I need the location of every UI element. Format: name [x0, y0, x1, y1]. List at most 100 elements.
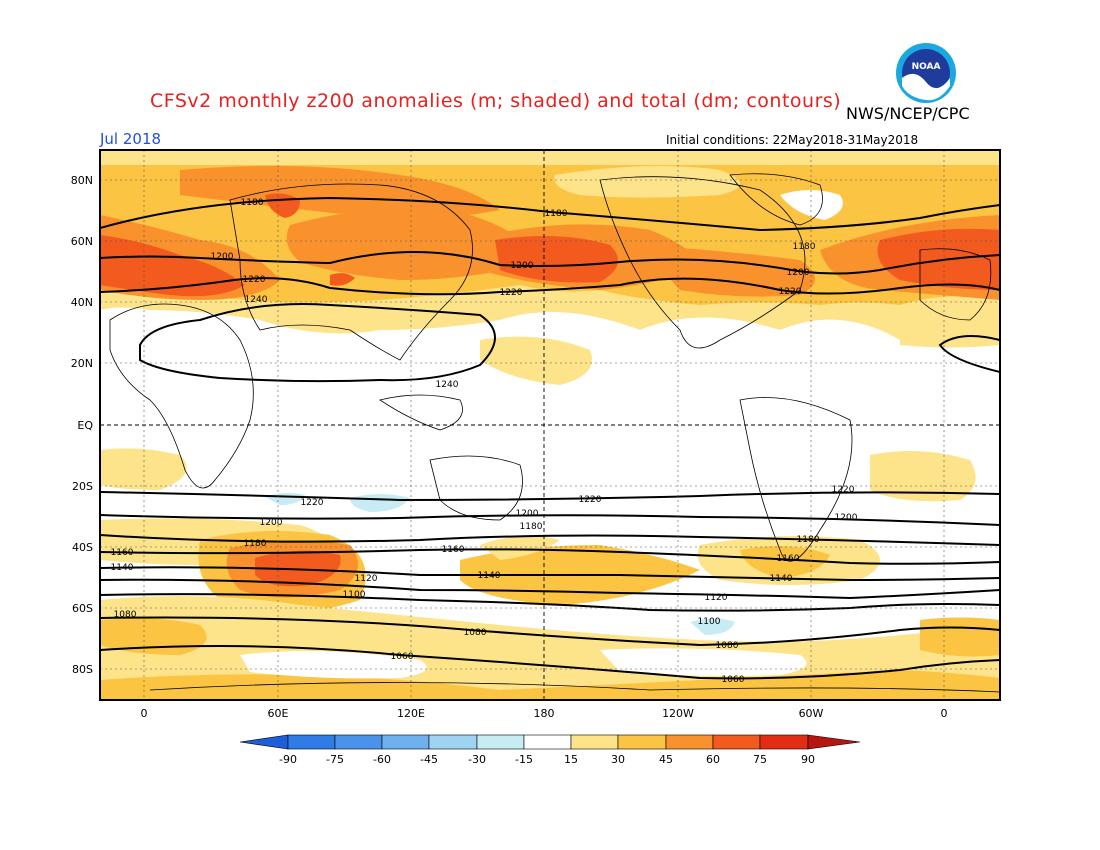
lon-label-0w: 0	[141, 707, 148, 720]
colorbar-label: 30	[611, 753, 625, 766]
colorbar	[239, 734, 861, 750]
colorbar-label: -30	[468, 753, 486, 766]
contour-label: 1200	[260, 518, 283, 528]
colorbar-label: 90	[801, 753, 815, 766]
contour-1120-south	[100, 578, 1000, 600]
initial-conditions: Initial conditions: 22May2018-31May2018	[666, 133, 919, 147]
colorbar-bin	[665, 734, 714, 750]
contour-label: 1120	[705, 593, 728, 603]
contour-1160-south	[100, 548, 1000, 565]
colorbar-bin	[523, 734, 572, 750]
contour-label: 1200	[516, 509, 539, 519]
colorbar-label: 45	[659, 753, 673, 766]
contour-label: 1200	[211, 252, 234, 262]
colorbar-low-arrow	[239, 734, 289, 750]
contour-label: 1220	[243, 275, 266, 285]
colorbar-bin	[617, 734, 667, 750]
contour-label-layer: 1180 1180 1180 1200 1200 1200 1220 1220 …	[111, 198, 858, 685]
contour-1140-south	[100, 566, 1000, 582]
colorbar-label: -45	[420, 753, 438, 766]
colorbar-bin	[428, 734, 478, 750]
contour-1180-south	[100, 534, 1000, 546]
colorbar-bin	[381, 734, 430, 750]
contour-label: 1180	[793, 242, 816, 252]
coastlines	[109, 173, 1000, 693]
contour-label: 1160	[111, 548, 134, 558]
chart-title: CFSv2 monthly z200 anomalies (m; shaded)…	[150, 90, 842, 112]
contour-1220-north	[100, 277, 1000, 296]
contour-label: 1060	[722, 675, 745, 685]
contour-1200-south	[100, 514, 1000, 526]
contour-label: 1200	[511, 261, 534, 271]
lon-axis: 0 60E 120E 180 120W 60W 0	[141, 707, 948, 720]
contour-label: 1140	[770, 574, 793, 584]
contour-1240-east	[938, 335, 1000, 373]
colorbar-label: -60	[373, 753, 391, 766]
lon-label-120e: 120E	[397, 707, 425, 720]
colorbar-label: 60	[706, 753, 720, 766]
lat-label-60n: 60N	[71, 235, 93, 248]
lat-axis: 80N 60N 40N 20N EQ 20S 40S 60S 80S	[71, 174, 94, 676]
contour-1180-north	[100, 196, 1000, 232]
lat-label-eq: EQ	[77, 419, 93, 432]
lat-label-80s: 80S	[72, 663, 93, 676]
contour-label: 1100	[698, 617, 721, 627]
contour-1100-south	[100, 593, 1000, 612]
contour-label: 1160	[442, 545, 465, 555]
contour-label: 1100	[343, 590, 366, 600]
lat-label-20n: 20N	[71, 357, 93, 370]
lon-label-0e: 0	[941, 707, 948, 720]
equator-dateline	[100, 150, 1000, 700]
lon-label-60e: 60E	[268, 707, 289, 720]
colorbar-bin	[712, 734, 761, 750]
contour-label: 1180	[797, 535, 820, 545]
contour-label: 1220	[779, 287, 802, 297]
contour-1240-north	[139, 303, 496, 383]
contour-label: 1220	[832, 485, 855, 495]
lon-label-180: 180	[534, 707, 555, 720]
lat-label-80n: 80N	[71, 174, 93, 187]
lon-label-60w: 60W	[799, 707, 824, 720]
contour-label: 1240	[436, 380, 459, 390]
contour-label: 1180	[545, 209, 568, 219]
contour-1200-north	[100, 251, 1000, 275]
colorbar-bin	[759, 734, 809, 750]
colorbar-bin	[570, 734, 619, 750]
colorbar-bin	[476, 734, 525, 750]
map-frame	[99, 149, 1001, 701]
contour-label: 1140	[478, 571, 501, 581]
contour-label: 1080	[114, 610, 137, 620]
contour-label: 1180	[244, 539, 267, 549]
noaa-logo: NOAA	[896, 43, 956, 103]
contour-label: 1120	[355, 574, 378, 584]
colorbar-label: 75	[753, 753, 767, 766]
colorbar-label: -90	[279, 753, 297, 766]
height-contours	[100, 196, 1000, 680]
contour-label: 1220	[301, 498, 324, 508]
colorbar-label: 15	[564, 753, 578, 766]
contour-label: 1080	[716, 641, 739, 651]
lon-label-120w: 120W	[662, 707, 694, 720]
colorbar-high-arrow	[807, 734, 861, 750]
contour-label: 1080	[464, 628, 487, 638]
contour-1080-south	[100, 616, 1000, 647]
lat-label-40s: 40S	[72, 541, 93, 554]
forecast-month: Jul 2018	[100, 130, 162, 148]
agency-label: NWS/NCEP/CPC	[846, 104, 970, 123]
contour-label: 1180	[520, 522, 543, 532]
colorbar-bin	[287, 734, 336, 750]
contour-1220-south	[100, 491, 1000, 502]
contour-label: 1160	[777, 554, 800, 564]
contour-label: 1060	[391, 652, 414, 662]
contour-label: 1220	[500, 288, 523, 298]
colorbar-labels: -90 -75 -60 -45 -30 -15 15 30 45 60 75 9…	[279, 753, 815, 766]
lat-label-20s: 20S	[72, 480, 93, 493]
contour-label: 1180	[241, 198, 264, 208]
colorbar-label: -15	[515, 753, 533, 766]
lat-label-60s: 60S	[72, 602, 93, 615]
colorbar-label: -75	[326, 753, 344, 766]
contour-label: 1220	[579, 495, 602, 505]
lat-label-40n: 40N	[71, 296, 93, 309]
contour-label: 1240	[245, 295, 268, 305]
